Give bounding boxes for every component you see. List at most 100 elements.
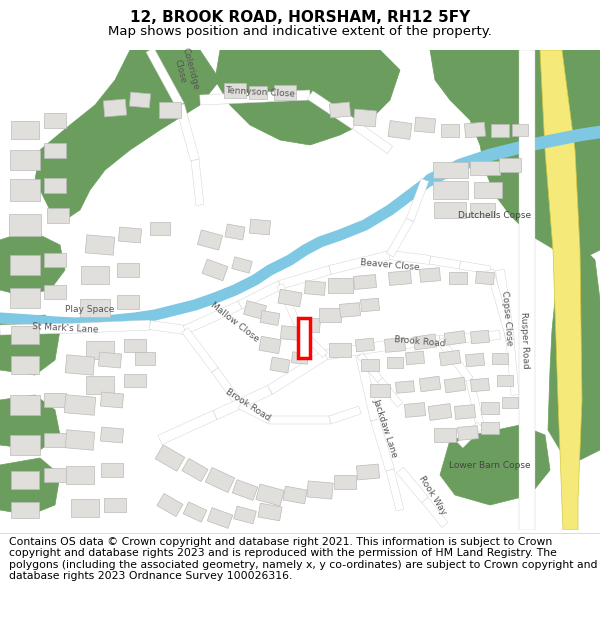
Polygon shape — [0, 323, 80, 335]
Polygon shape — [191, 159, 204, 206]
Polygon shape — [430, 50, 600, 260]
Bar — [205, 468, 235, 492]
Bar — [10, 435, 40, 455]
Polygon shape — [0, 395, 60, 450]
Bar — [304, 281, 326, 296]
Polygon shape — [389, 335, 440, 350]
Bar — [404, 402, 425, 418]
Bar — [481, 422, 499, 434]
Bar — [428, 404, 452, 421]
Polygon shape — [440, 331, 500, 344]
Bar — [150, 221, 170, 234]
Bar — [258, 503, 282, 521]
Text: Tennyson Close: Tennyson Close — [225, 86, 295, 98]
Bar — [86, 341, 114, 359]
Bar — [502, 396, 518, 408]
Polygon shape — [158, 411, 217, 444]
Bar — [470, 161, 500, 175]
Bar — [476, 271, 494, 285]
Bar — [434, 202, 466, 218]
Polygon shape — [329, 406, 361, 424]
Polygon shape — [397, 467, 428, 503]
Bar — [81, 266, 109, 284]
Bar — [385, 338, 406, 352]
Bar — [280, 326, 299, 340]
Bar — [118, 227, 142, 243]
Bar — [512, 124, 528, 136]
Bar — [449, 272, 467, 284]
Polygon shape — [460, 261, 491, 274]
Bar — [387, 356, 403, 367]
Polygon shape — [238, 281, 282, 309]
Bar — [182, 459, 208, 481]
Bar — [497, 374, 513, 386]
Bar — [80, 299, 110, 317]
Polygon shape — [422, 498, 448, 528]
Bar — [413, 334, 437, 350]
Polygon shape — [212, 368, 243, 408]
Bar — [232, 479, 258, 501]
Text: Jackdaw Lane: Jackdaw Lane — [371, 398, 399, 459]
Bar — [10, 288, 40, 308]
Polygon shape — [35, 50, 220, 220]
Polygon shape — [183, 301, 242, 334]
Bar — [260, 311, 280, 326]
Bar — [202, 259, 228, 281]
Bar — [464, 122, 485, 138]
Polygon shape — [0, 315, 60, 375]
Bar — [307, 481, 333, 499]
Bar — [250, 219, 271, 235]
Bar — [9, 214, 41, 236]
Bar — [64, 395, 96, 415]
Bar — [10, 179, 40, 201]
Polygon shape — [213, 386, 272, 419]
Polygon shape — [307, 91, 358, 129]
Bar — [11, 356, 39, 374]
Bar — [71, 499, 99, 517]
Bar — [434, 428, 456, 442]
Polygon shape — [457, 422, 483, 448]
Bar — [439, 350, 461, 366]
Bar — [444, 377, 466, 393]
Bar — [117, 263, 139, 277]
Text: Beaver Close: Beaver Close — [360, 258, 420, 272]
Polygon shape — [298, 328, 328, 357]
Polygon shape — [270, 416, 330, 424]
Bar — [433, 162, 467, 178]
Bar — [433, 181, 467, 199]
Bar — [356, 464, 380, 480]
Bar — [244, 301, 266, 319]
Polygon shape — [519, 50, 535, 530]
Polygon shape — [149, 321, 185, 334]
Text: Dutchells Copse: Dutchells Copse — [458, 211, 532, 219]
Polygon shape — [386, 218, 413, 257]
Bar — [101, 463, 123, 477]
Text: Copse Close: Copse Close — [500, 290, 514, 346]
Polygon shape — [356, 354, 379, 421]
Polygon shape — [238, 401, 272, 424]
Polygon shape — [279, 266, 331, 289]
Text: Rusper Road: Rusper Road — [518, 311, 529, 369]
Bar — [329, 102, 350, 118]
Text: Mallow Close: Mallow Close — [209, 301, 261, 344]
Bar — [207, 508, 233, 528]
Bar — [361, 359, 379, 371]
Polygon shape — [200, 90, 310, 105]
Bar — [86, 376, 114, 394]
Bar — [334, 475, 356, 489]
Bar — [419, 268, 440, 282]
Bar — [44, 177, 66, 192]
Bar — [103, 99, 127, 117]
Text: Coleridge
Close: Coleridge Close — [170, 46, 200, 94]
Text: Brook Road: Brook Road — [224, 388, 272, 422]
Bar — [454, 404, 476, 419]
Polygon shape — [377, 378, 403, 407]
Bar — [353, 109, 377, 127]
Bar — [197, 230, 223, 250]
Bar — [233, 506, 256, 524]
Polygon shape — [406, 179, 429, 221]
Bar — [100, 392, 124, 408]
Polygon shape — [176, 104, 199, 161]
Polygon shape — [371, 419, 394, 471]
Polygon shape — [466, 379, 484, 426]
